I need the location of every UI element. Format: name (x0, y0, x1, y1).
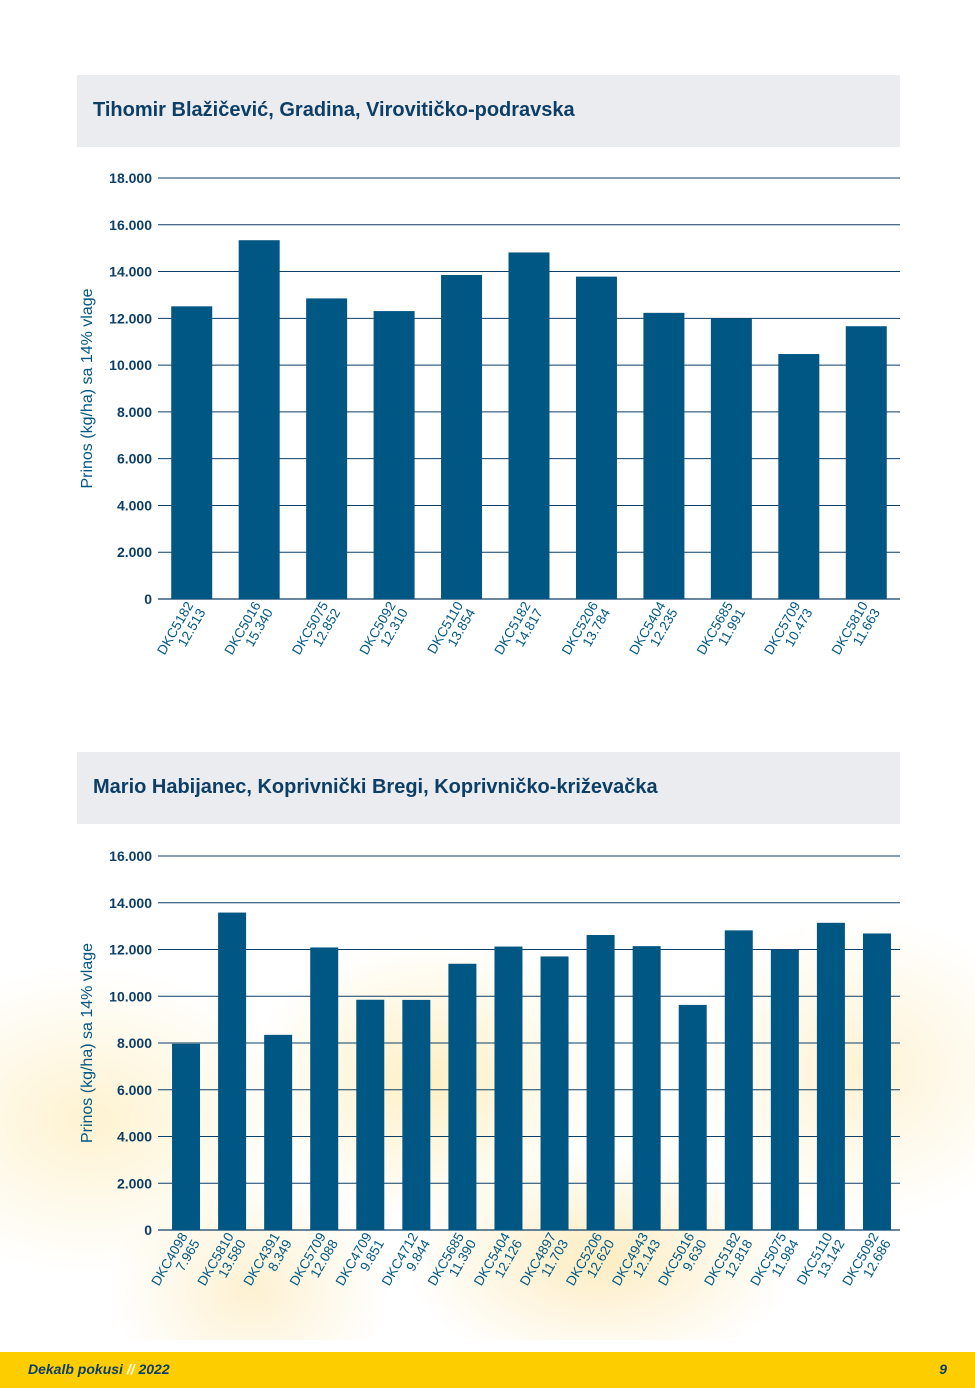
x-tick-label: DKC511013.142 (794, 1230, 848, 1294)
footer-bar: Dekalb pokusi // 2022 9 (0, 1352, 975, 1388)
x-tick-label: DKC47099.851 (333, 1230, 387, 1295)
y-tick-label: 4.000 (117, 497, 152, 513)
bar (171, 306, 213, 599)
y-axis-label: Prinos (kg/ha) sa 14% vlage (79, 943, 96, 1143)
bar (575, 276, 617, 599)
x-tick-label: DKC570912.088 (287, 1230, 341, 1295)
y-tick-label: 0 (144, 1222, 152, 1238)
bar (816, 922, 845, 1230)
y-tick-label: 16.000 (109, 217, 152, 233)
bar (586, 935, 615, 1230)
bar (540, 956, 569, 1230)
bar (218, 912, 247, 1230)
y-tick-label: 10.000 (109, 357, 152, 373)
chart-2-header: Mario Habijanec, Koprivnički Bregi, Kopr… (77, 752, 900, 824)
y-tick-label: 6.000 (117, 1082, 152, 1098)
x-tick-label: DKC501615.340 (222, 599, 276, 664)
y-tick-label: 12.000 (109, 310, 152, 326)
y-tick-label: 10.000 (109, 988, 152, 1004)
x-tick-label: DKC568511.991 (694, 599, 748, 664)
bar (238, 240, 280, 599)
y-tick-label: 4.000 (117, 1129, 152, 1145)
footer-brand-name: Dekalb pokusi (28, 1361, 123, 1377)
bar (770, 949, 799, 1230)
x-tick-label: DKC581013.580 (194, 1230, 248, 1295)
x-tick-label: DKC520612.620 (563, 1230, 617, 1295)
page-number: 9 (939, 1361, 947, 1377)
bar (678, 1004, 707, 1230)
bar (710, 318, 752, 599)
y-tick-label: 8.000 (117, 1035, 152, 1051)
bar (172, 1043, 201, 1230)
x-tick-label: DKC40987.965 (148, 1230, 202, 1295)
footer-year: 2022 (138, 1361, 170, 1377)
x-tick-label: DKC43918.349 (240, 1230, 294, 1295)
y-tick-label: 18.000 (109, 170, 152, 186)
bar (724, 930, 753, 1230)
background-flower-image (0, 820, 975, 1340)
bar (494, 946, 523, 1230)
bar (448, 963, 477, 1230)
y-tick-label: 12.000 (109, 942, 152, 958)
x-tick-label: DKC509212.686 (839, 1230, 893, 1295)
x-tick-label: DKC489711.703 (517, 1230, 571, 1295)
y-tick-label: 14.000 (109, 895, 152, 911)
chart-2-plot: 0 2.000 4.000 6.000 8.000 10.000 12.000 14.000 1… (79, 848, 900, 1296)
bar (373, 311, 415, 599)
chart-1-title: Tihomir Blažičević, Gradina, Virovitičko… (93, 99, 575, 121)
y-tick-label: 0 (144, 591, 152, 607)
x-tick-label: DKC518212.818 (701, 1230, 755, 1295)
y-tick-label: 8.000 (117, 404, 152, 420)
y-axis-label: Prinos (kg/ha) sa 14% vlage (79, 288, 96, 488)
y-tick-label: 16.000 (109, 848, 152, 864)
x-tick-label: DKC570910.473 (761, 599, 815, 664)
chart-2-title: Mario Habijanec, Koprivnički Bregi, Kopr… (93, 776, 658, 798)
x-tick-label: DKC581011.663 (829, 599, 883, 664)
bar (862, 933, 891, 1230)
x-tick-label: DKC540412.235 (626, 599, 681, 665)
bar (508, 252, 550, 599)
x-tick-label: DKC518212.513 (154, 599, 208, 664)
footer-separator: // (126, 1361, 135, 1377)
footer-brand: Dekalb pokusi // 2022 (28, 1361, 170, 1377)
x-tick-label: DKC50169.630 (655, 1230, 709, 1295)
bar (356, 999, 385, 1230)
bar (778, 354, 820, 599)
chart-1-plot: 0 2.000 4.000 6.000 8.000 10.000 12.000 14.000 1… (79, 170, 900, 665)
bar (402, 999, 431, 1230)
x-tick-label: DKC511013.854 (424, 599, 478, 664)
x-tick-label: DKC520613.784 (559, 599, 614, 665)
x-tick-label: DKC540412.126 (471, 1230, 526, 1296)
x-tick-label: DKC507512.852 (289, 599, 343, 664)
chart-1-header: Tihomir Blažičević, Gradina, Virovitičko… (77, 75, 900, 147)
y-tick-label: 6.000 (117, 451, 152, 467)
y-tick-label: 2.000 (117, 1175, 152, 1191)
y-tick-label: 14.000 (109, 264, 152, 280)
x-tick-label: DKC47129.844 (379, 1230, 434, 1296)
x-tick-label: DKC568511.390 (425, 1230, 479, 1295)
x-tick-label: DKC518214.817 (491, 599, 545, 664)
x-tick-label: DKC494312.143 (609, 1230, 663, 1295)
y-tick-label: 2.000 (117, 544, 152, 560)
bar (632, 946, 661, 1230)
bar (310, 947, 339, 1230)
bar (306, 298, 348, 599)
x-tick-label: DKC507511.984 (747, 1230, 802, 1296)
bar (264, 1034, 293, 1230)
x-tick-label: DKC509212.310 (356, 599, 410, 664)
bar (845, 326, 887, 599)
bar (441, 274, 483, 599)
bar (643, 312, 685, 599)
